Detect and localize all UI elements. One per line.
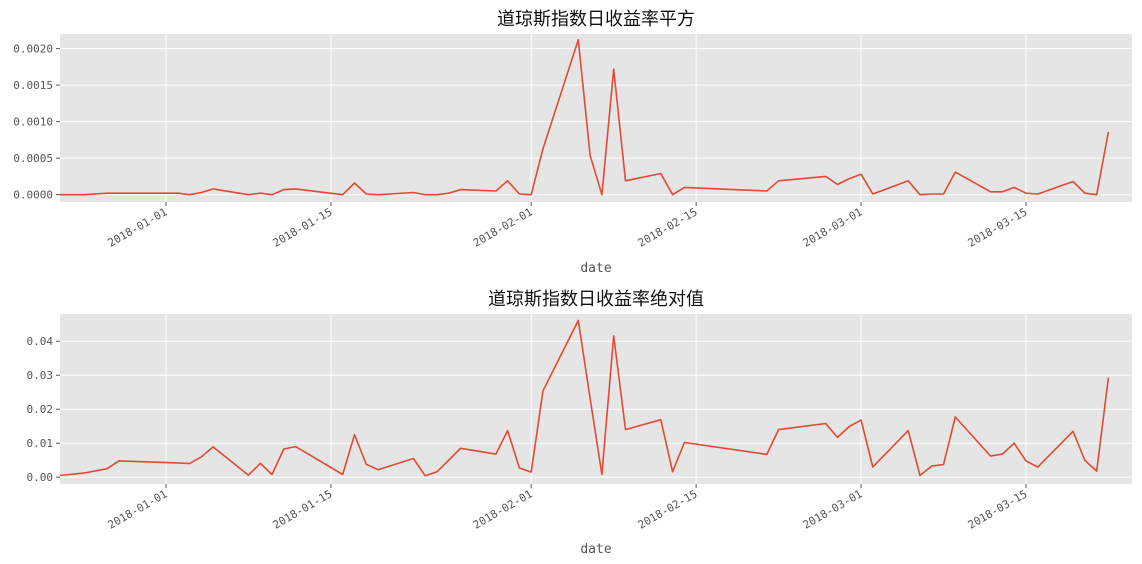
x-axis-label: date [580, 542, 611, 557]
x-tick-label: 2018-02-01 [471, 205, 535, 249]
y-tick-label: 0.01 [27, 437, 54, 450]
plot-area: 0.0000 0.0005 0.0010 0.0015 0.0020 2018-01-01… [13, 34, 1132, 250]
chart-absolute-returns: 0.00 0.01 0.02 0.03 0.04 2018-01-01 2018-01-15… [27, 289, 1132, 557]
series-line [60, 319, 1110, 477]
y-tick-label: 0.0000 [13, 189, 53, 202]
y-tick-label: 0.03 [27, 369, 54, 382]
x-tick-label: 2018-02-15 [636, 205, 700, 249]
x-tick-label: 2018-01-15 [271, 205, 335, 249]
y-tick-label: 0.0010 [13, 116, 53, 129]
x-tick-label: 2018-01-15 [271, 487, 335, 531]
y-tick-label: 0.0020 [13, 43, 53, 56]
x-tick-label: 2018-03-15 [966, 487, 1030, 531]
y-tick-label: 0.0015 [13, 79, 53, 92]
chart-squared-returns: 0.0000 0.0005 0.0010 0.0015 0.0020 2018-01-01… [13, 9, 1132, 276]
x-tick-label: 2018-03-01 [801, 205, 865, 249]
chart-title: 道琼斯指数日收益率平方 [497, 9, 695, 30]
y-tick-label: 0.0005 [13, 152, 53, 165]
series-line [60, 38, 1110, 196]
x-tick-label: 2018-02-01 [471, 487, 535, 531]
x-tick-label: 2018-02-15 [636, 487, 700, 531]
chart-title: 道琼斯指数日收益率绝对值 [488, 289, 704, 310]
x-tick-label: 2018-03-15 [966, 205, 1030, 249]
plot-area: 0.00 0.01 0.02 0.03 0.04 2018-01-01 2018-01-15… [27, 314, 1132, 532]
y-tick-label: 0.02 [27, 403, 54, 416]
x-tick-label: 2018-01-01 [106, 487, 170, 531]
y-tick-label: 0.00 [27, 471, 54, 484]
x-tick-label: 2018-03-01 [801, 487, 865, 531]
x-axis-label: date [580, 261, 611, 276]
y-tick-label: 0.04 [27, 335, 54, 348]
plot-background [60, 314, 1132, 484]
x-tick-label: 2018-01-01 [106, 205, 170, 249]
